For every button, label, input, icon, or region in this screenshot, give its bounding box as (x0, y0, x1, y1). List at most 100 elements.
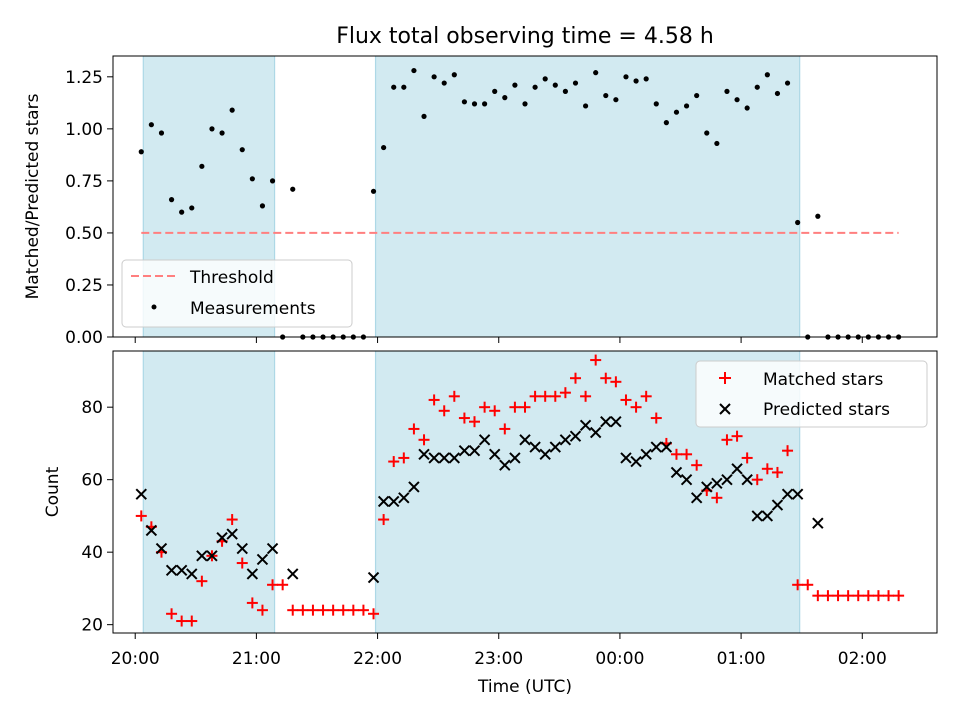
measurement-point (663, 120, 669, 126)
top-axes-frame (112, 55, 938, 338)
matched-star-marker (368, 608, 380, 620)
matched-star-marker (469, 416, 481, 428)
measurement-point (199, 163, 205, 169)
matched-star-marker (489, 405, 501, 417)
predicted-star-marker (438, 452, 450, 464)
x-tick-label: 21:00 (232, 649, 281, 669)
matched-star-marker (398, 452, 410, 464)
predicted-stars-points (135, 415, 824, 584)
matched-star-marker (307, 604, 319, 616)
matched-star-marker (267, 579, 279, 591)
matched-star-marker (731, 430, 743, 442)
predicted-star-marker (600, 415, 612, 428)
matched-star-marker (277, 579, 289, 591)
matched-star-marker (226, 514, 238, 526)
predicted-star-marker (478, 434, 491, 446)
x-tick-label: 22:00 (353, 649, 402, 669)
bottom-x-ticks: 20:00 21:00 22:00 23:00 00:00 01:00 02:00 (111, 633, 887, 669)
predicted-star-marker (731, 463, 743, 475)
matched-star-marker (771, 466, 783, 478)
matched-star-marker (802, 579, 814, 591)
measurement-point (704, 130, 710, 136)
matched-star-marker (792, 579, 804, 591)
measurement-point (795, 219, 801, 226)
predicted-star-marker (781, 488, 794, 500)
measurement-point (401, 84, 407, 90)
predicted-star-marker (186, 568, 198, 580)
measurement-point (179, 209, 185, 215)
matched-star-marker (549, 390, 561, 402)
matched-star-marker (408, 423, 420, 435)
matched-star-marker (842, 590, 854, 602)
measurement-point (158, 130, 165, 136)
bottom-legend: Matched stars Predicted stars (695, 360, 928, 428)
measurement-point (138, 149, 144, 155)
predicted-star-marker (448, 452, 461, 464)
measurement-point (774, 90, 781, 97)
predicted-star-marker (751, 510, 763, 522)
measurement-point (461, 99, 468, 105)
matched-star-marker (388, 456, 400, 468)
bottom-y-axis-label: Count (43, 466, 63, 517)
predicted-star-marker (398, 492, 410, 504)
predicted-star-marker (287, 568, 299, 580)
matched-star-marker (509, 401, 521, 413)
measurement-point (411, 67, 417, 74)
measurement-point (532, 84, 538, 90)
matched-star-marker (600, 372, 612, 384)
measurement-point (653, 101, 659, 107)
measurement-point (673, 109, 680, 115)
matched-star-marker (630, 401, 642, 413)
predicted-star-marker (529, 441, 541, 453)
top-y-tick-label: 0.00 (65, 328, 103, 348)
matched-star-marker (832, 590, 844, 602)
legend-matched-swatch (719, 372, 731, 384)
predicted-star-marker (771, 499, 784, 511)
measurement-point (633, 78, 639, 84)
predicted-star-marker (206, 550, 218, 562)
matched-star-marker (559, 387, 571, 399)
x-tick-label: 23:00 (474, 649, 523, 669)
measurement-point (381, 144, 387, 151)
measurement-point (694, 92, 700, 99)
measurement-point (603, 92, 609, 99)
measurement-point (764, 72, 770, 78)
measurement-point (370, 188, 377, 194)
matched-star-marker (741, 452, 753, 464)
matched-star-marker (519, 401, 531, 413)
shaded-interval (375, 56, 800, 337)
x-tick-label: 20:00 (111, 649, 160, 669)
measurement-point (734, 97, 740, 103)
legend-predicted-label: Predicted stars (763, 400, 890, 420)
x-tick-label: 01:00 (717, 649, 766, 669)
predicted-star-marker (226, 528, 238, 540)
matched-star-marker (246, 597, 258, 609)
matched-star-marker (580, 390, 592, 402)
top-y-tick-label: 0.75 (65, 172, 103, 192)
predicted-star-marker (145, 524, 158, 537)
measurement-point (562, 88, 568, 94)
predicted-star-marker (660, 441, 673, 453)
matched-star-marker (852, 590, 864, 602)
measurement-point (209, 126, 215, 132)
matched-star-marker (186, 615, 198, 627)
matched-star-marker (347, 604, 359, 616)
measurement-point (552, 82, 558, 88)
matched-star-marker (135, 510, 147, 522)
matched-star-marker (176, 615, 188, 627)
legend-predicted-swatch (719, 403, 731, 415)
predicted-star-marker (670, 466, 683, 479)
predicted-star-marker (630, 455, 642, 468)
predicted-star-marker (721, 473, 733, 486)
matched-star-marker (883, 590, 895, 602)
measurement-point (451, 72, 457, 78)
matched-star-marker (418, 434, 430, 446)
matched-star-marker (569, 372, 581, 384)
predicted-star-marker (589, 426, 602, 439)
measurement-point (572, 80, 579, 86)
predicted-star-marker (650, 441, 662, 453)
predicted-star-marker (246, 568, 259, 580)
measurement-point (724, 88, 730, 94)
matched-star-marker (327, 604, 339, 616)
measurement-point (431, 74, 437, 80)
